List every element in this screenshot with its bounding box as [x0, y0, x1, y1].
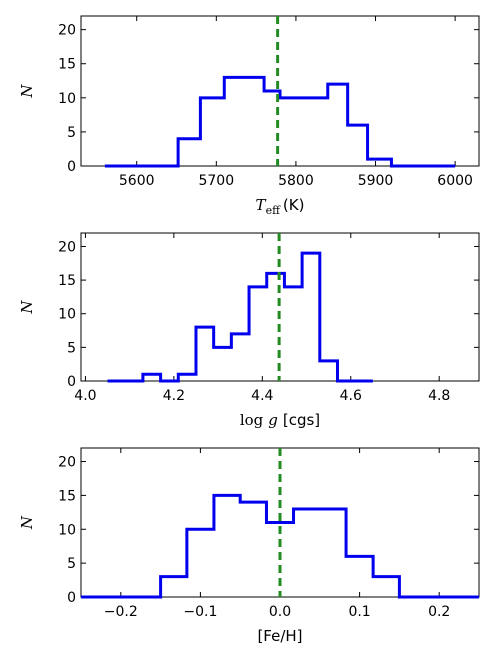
x-tick-label: 0.2: [428, 604, 450, 620]
x-tick-label: 0.1: [348, 604, 370, 620]
x-tick-label: 4.6: [340, 388, 362, 404]
y-tick-label: 15: [58, 273, 76, 289]
x-label-var: g: [268, 411, 278, 429]
y-axis-label: N: [18, 515, 36, 530]
x-tick-label: 6000: [437, 173, 473, 189]
x-tick-label: 4.2: [163, 388, 185, 404]
y-axis-label: N: [18, 300, 36, 315]
y-tick-label: 5: [67, 556, 76, 572]
y-tick-label: 5: [67, 125, 76, 141]
y-tick-label: 10: [58, 307, 76, 323]
x-tick-label: 5700: [198, 173, 234, 189]
x-axis-label: log g [cgs]: [240, 411, 320, 429]
y-tick-label: 10: [58, 522, 76, 538]
x-axis-label: [Fe/H]: [257, 627, 302, 645]
histogram-series-0: [104, 75, 456, 168]
x-tick-label: 4.0: [74, 388, 96, 404]
x-label-log: log: [240, 411, 264, 429]
histogram-series-0: [107, 251, 373, 383]
y-tick-label: 20: [58, 23, 76, 39]
x-tick-label: 0.0: [269, 604, 291, 620]
y-tick-label: 5: [67, 340, 76, 356]
y-tick-label: 10: [58, 91, 76, 107]
x-label-unit: [cgs]: [283, 411, 320, 429]
x-tick-label: −0.1: [183, 604, 217, 620]
x-tick-label: 4.8: [428, 388, 450, 404]
y-tick-label: 20: [58, 455, 76, 471]
x-tick-label: 4.4: [251, 388, 273, 404]
y-tick-label: 20: [58, 239, 76, 255]
x-tick-label: 5800: [278, 173, 314, 189]
x-label-unit: (K): [283, 196, 305, 214]
x-tick-label: −0.2: [104, 604, 138, 620]
y-tick-label: 0: [67, 590, 76, 606]
y-tick-label: 15: [58, 488, 76, 504]
y-axis-label: N: [18, 84, 36, 99]
histogram-series-0: [81, 493, 479, 599]
x-tick-label: 5900: [358, 173, 394, 189]
x-label-subscript: eff: [266, 204, 282, 217]
panel-3: 0 5 10 15 20 −0.2 −0.1 0.0 0.1 0.2 N [Fe/H]: [18, 447, 480, 645]
axes-frame: [80, 232, 480, 382]
x-axis-label: Teff (K): [256, 196, 305, 217]
panel-1: 0 5 10 15 20 5600 5700 5800 5900 6000 N Teff (K): [18, 15, 480, 217]
y-tick-label: 15: [58, 57, 76, 73]
x-tick-label: 5600: [119, 173, 155, 189]
y-tick-label: 0: [67, 159, 76, 175]
axes-frame: [80, 15, 480, 167]
x-label-symbol: T: [256, 196, 267, 214]
y-tick-label: 0: [67, 374, 76, 390]
